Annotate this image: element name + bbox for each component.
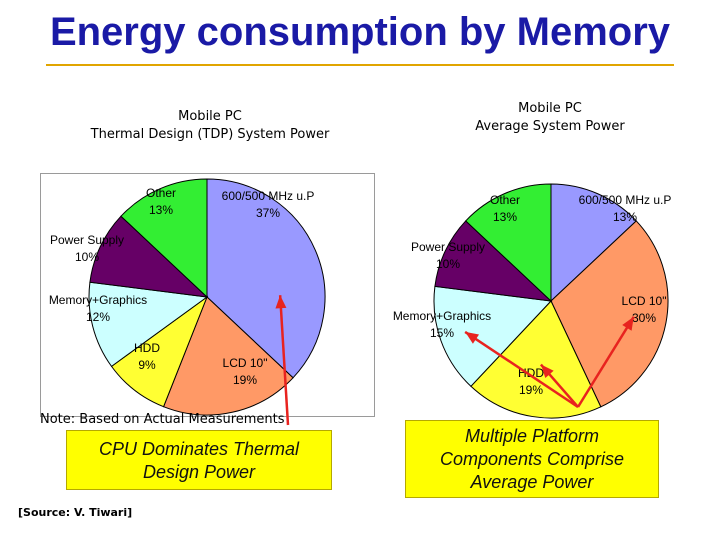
right-pie-slice-power-supply	[434, 220, 553, 302]
cpu-callout-box: CPU Dominates Thermal Design Power	[66, 430, 332, 490]
right-pie-slice-hdd	[470, 300, 602, 419]
right-pie-slice-memory-graphics	[433, 285, 553, 387]
left-pie-slice-600-500-mhz-u-p	[206, 178, 326, 379]
left-pie-slice-memory-graphics	[88, 281, 209, 368]
left-pie-label-lcd-10: LCD 10" 19%	[223, 356, 268, 387]
hdd-arrow-head	[540, 364, 554, 378]
right-pie-label-other: Other 13%	[490, 193, 520, 224]
right-chart-title: Mobile PC Average System Power	[420, 100, 680, 136]
right-chart-title-line-1: Mobile PC	[518, 101, 582, 116]
memory-arrow-head	[465, 331, 480, 344]
cpu-callout-line-2: Design Power	[142, 462, 256, 482]
left-pie-label-other: Other 13%	[146, 186, 176, 217]
source-citation: [Source: V. Tiwari]	[18, 506, 133, 519]
left-pie-slice-power-supply	[89, 215, 209, 298]
title-divider	[46, 64, 674, 66]
right-pie-label-hdd: HDD 19%	[518, 366, 544, 397]
platform-callout-line-3: Average Power	[470, 472, 594, 492]
cpu-arrow-head	[275, 295, 287, 309]
cpu-arrow-shaft	[278, 295, 290, 426]
cpu-callout-line-1: CPU Dominates Thermal	[98, 439, 300, 459]
lcd-arrow-head	[622, 316, 634, 331]
left-pie-label-600-500-mhz-u-p: 600/500 MHz u.P 37%	[222, 189, 315, 220]
right-pie-label-memory-graphics: Memory+Graphics 15%	[393, 309, 491, 340]
left-chart-title-line-1: Mobile PC	[178, 109, 242, 124]
platform-callout-line-1: Multiple Platform	[464, 426, 600, 446]
memory-arrow-shaft	[464, 330, 579, 409]
left-pie-label-memory-graphics: Memory+Graphics 12%	[49, 293, 147, 324]
right-pie-slice-600-500-mhz-u-p	[550, 183, 637, 303]
platform-callout-line-2: Components Comprise	[439, 449, 625, 469]
right-pie-label-power-supply: Power Supply 10%	[411, 240, 485, 271]
right-pie-label-lcd-10: LCD 10" 30%	[622, 294, 667, 325]
right-pie-slice-lcd-10	[550, 220, 669, 408]
platform-callout-box: Multiple Platform Components Comprise Av…	[405, 420, 659, 498]
left-chart-title-line-2: Thermal Design (TDP) System Power	[90, 127, 330, 142]
lcd-arrow-shaft	[576, 316, 635, 408]
left-pie-label-hdd: HDD 9%	[134, 341, 160, 372]
left-pie-slice-other	[120, 178, 208, 299]
measurement-note: Note: Based on Actual Measurements	[40, 412, 285, 427]
right-pie-label-600-500-mhz-u-p: 600/500 MHz u.P 13%	[579, 193, 672, 224]
right-chart-title-line-2: Average System Power	[475, 119, 625, 134]
left-chart-title: Mobile PC Thermal Design (TDP) System Po…	[60, 108, 360, 144]
left-pie-label-power-supply: Power Supply 10%	[50, 233, 124, 264]
page-title: Energy consumption by Memory	[49, 10, 671, 54]
left-chart-frame	[40, 173, 375, 417]
right-pie-slice-other	[465, 183, 552, 303]
